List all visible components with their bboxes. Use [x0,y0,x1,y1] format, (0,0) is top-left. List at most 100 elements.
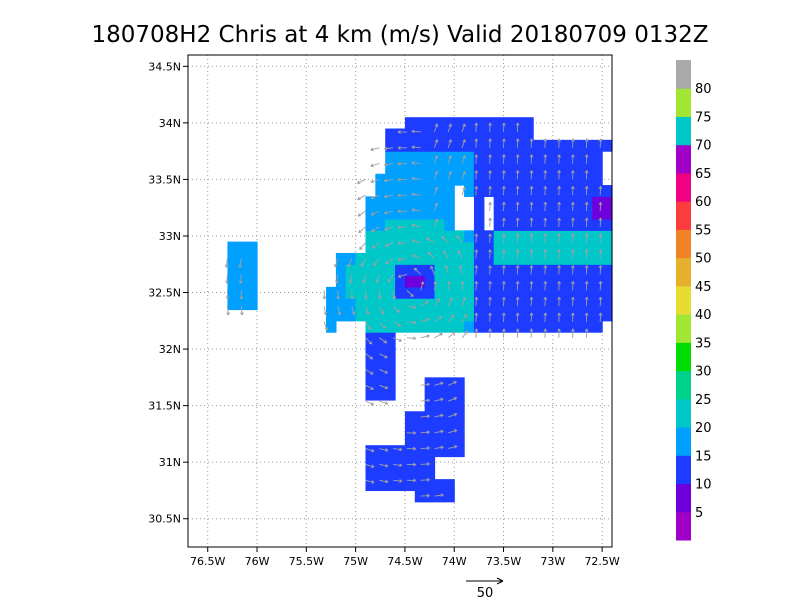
wind-cell [454,162,465,175]
wind-cell [513,173,524,186]
wind-vector [515,217,520,227]
wind-cell [375,445,386,458]
wind-cell [503,230,514,243]
wind-cell [326,320,337,333]
wind-cell [395,162,406,175]
wind-cell [454,298,465,311]
wind-vector [557,312,561,322]
wind-cell [227,241,238,254]
wind-vector [543,312,548,322]
wind-vector [571,312,575,322]
wind-vector [392,290,397,300]
wind-vector [406,320,417,325]
colorbar-label: 45 [695,280,712,295]
wind-cell [375,377,386,390]
wind-vector [529,328,534,338]
wind-vector [502,122,506,132]
wind-cell [464,173,475,186]
wind-cell [335,309,347,322]
wind-cell [513,128,524,141]
wind-cell [355,275,367,288]
wind-vector [323,321,329,331]
wind-vector [502,138,506,148]
wind-vector [543,265,548,275]
wind-cell [562,309,574,322]
wind-vector [529,154,534,164]
wind-vector [411,223,421,228]
wind-cell [404,275,416,288]
wind-cell [523,241,534,254]
wind-cell [375,230,386,243]
wind-vector [488,201,492,212]
wind-cell [414,490,426,503]
wind-cell [375,354,386,367]
wind-vector [420,430,430,435]
wind-speed-field [227,117,613,503]
wind-vector [224,258,229,268]
wind-cell [552,173,564,186]
wind-cell [345,286,357,299]
colorbar-label: 10 [695,478,712,493]
wind-vector [379,400,389,405]
wind-cell [493,117,505,130]
wind-cell [444,139,455,152]
wind-cell [434,388,445,401]
wind-cell [454,151,465,164]
y-tick-label: 33N [159,230,181,243]
wind-cell [385,479,396,492]
wind-vector [397,209,407,214]
wind-cell [552,298,564,311]
wind-vector [488,281,492,291]
wind-vector [384,242,394,248]
wind-cell [592,275,603,288]
wind-vector [557,217,561,227]
wind-cell [572,207,584,220]
wind-cell [552,275,564,288]
wind-vector [515,312,520,322]
wind-cell [572,252,584,265]
wind-cell [483,173,495,186]
wind-cell [513,117,524,130]
wind-cell [424,219,436,231]
wind-cell [326,298,337,311]
wind-cell [493,286,505,299]
wind-cell [395,151,406,164]
wind-cell [414,422,426,435]
wind-cell [473,298,485,311]
wind-cell [385,298,396,311]
wind-vector [447,155,452,164]
wind-vector [529,217,534,227]
wind-vector [359,242,366,251]
wind-cell [434,286,445,299]
wind-cell [602,196,613,209]
wind-cell [572,320,584,333]
wind-vector [448,413,458,418]
wind-cell [562,219,574,231]
wind-cell [562,151,574,164]
wind-cell [464,139,475,152]
wind-vector [488,249,492,259]
wind-vector [502,281,506,291]
wind-vector [571,138,575,148]
wind-cell [444,275,455,288]
wind-vector [571,217,575,227]
wind-vector [434,155,439,164]
wind-cell [434,479,445,492]
wind-vector [411,176,421,181]
wind-cell [592,196,603,209]
wind-cell [503,196,514,209]
wind-vector [474,281,479,291]
wind-cell [493,241,505,254]
wind-cell [434,422,445,435]
wind-cell [464,286,475,299]
x-tick-label: 74.5W [387,555,422,568]
wind-vector [461,330,469,339]
wind-cell [385,128,396,141]
wind-cell [404,117,416,130]
wind-cell [424,309,436,322]
wind-vector [357,178,366,184]
wind-cell [424,422,436,435]
wind-cell [345,252,357,265]
wind-cell [247,264,258,277]
wind-cell [237,264,248,277]
